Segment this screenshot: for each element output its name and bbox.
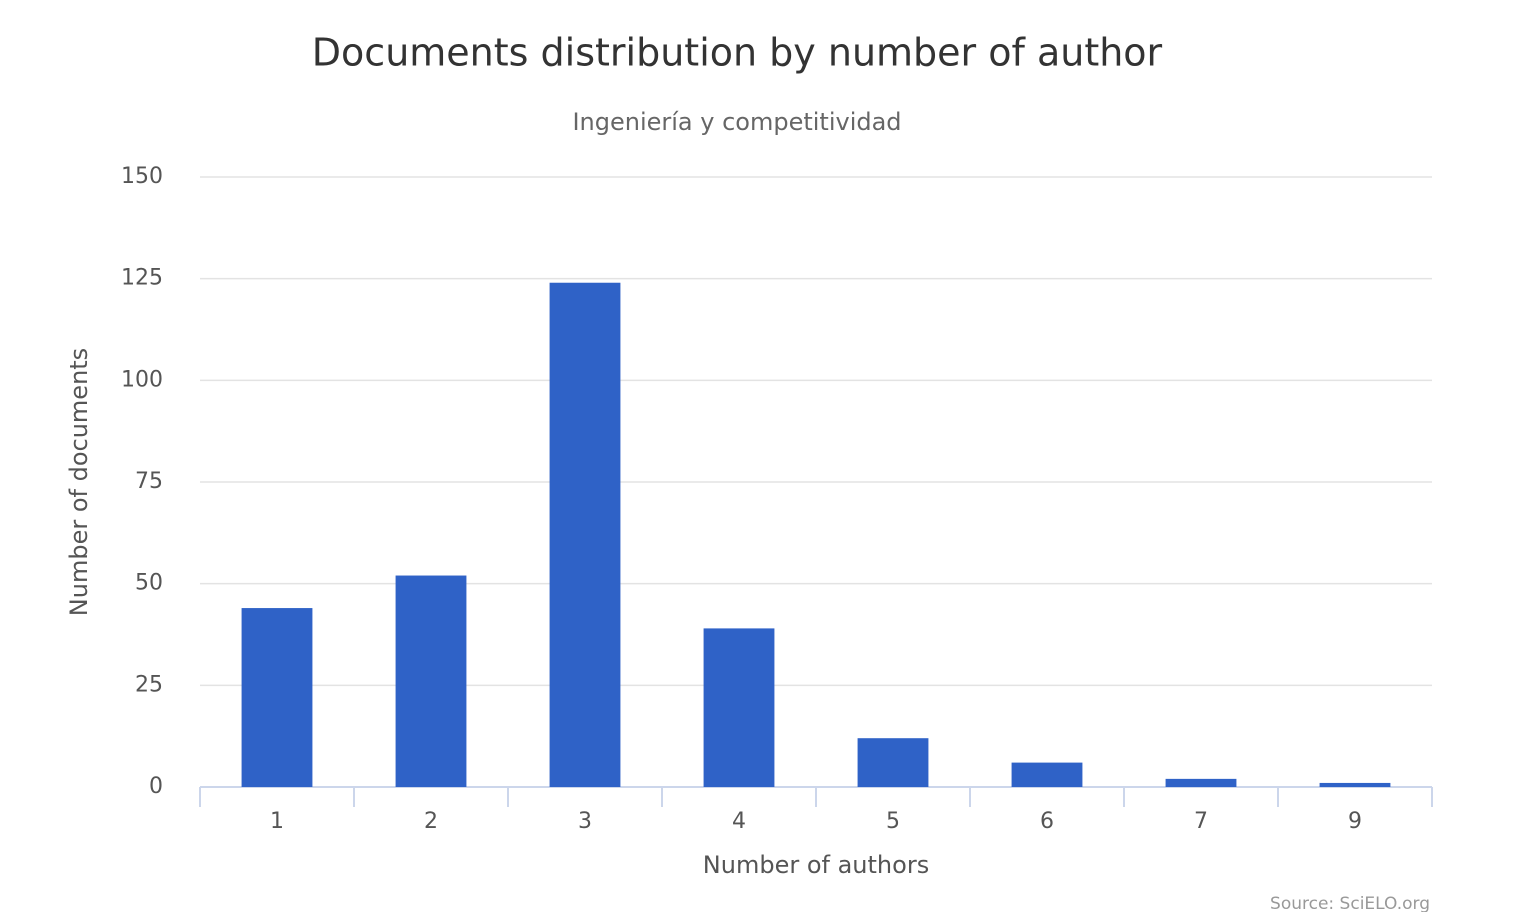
chart-title: Documents distribution by number of auth… — [312, 31, 1163, 75]
credit: Source: SciELO.org — [1270, 894, 1430, 912]
bar — [857, 738, 929, 787]
bar — [549, 282, 621, 787]
y-tick-label: 50 — [135, 571, 163, 596]
bar — [1165, 778, 1237, 787]
x-tick-label: 3 — [578, 809, 592, 834]
x-tick-label: 4 — [732, 809, 746, 834]
y-tick-label: 100 — [121, 367, 163, 392]
x-tick-label: 6 — [1040, 809, 1054, 834]
y-tick-label: 0 — [149, 774, 163, 799]
x-tick-label: 5 — [886, 809, 900, 834]
bar — [1319, 782, 1391, 787]
y-tick-label: 75 — [135, 469, 163, 494]
bar — [703, 628, 775, 787]
bar — [241, 608, 313, 787]
x-tick-label: 1 — [270, 809, 284, 834]
x-axis-title: Number of authors — [703, 851, 929, 879]
bar — [1011, 762, 1083, 787]
x-tick-label: 7 — [1194, 809, 1208, 834]
y-tick-label: 150 — [121, 164, 163, 189]
x-tick-label: 2 — [424, 809, 438, 834]
y-tick-label: 125 — [121, 266, 163, 291]
y-tick-label: 25 — [135, 672, 163, 697]
chart-subtitle: Ingeniería y competitividad — [572, 108, 901, 136]
x-tick-label: 9 — [1348, 809, 1362, 834]
y-axis-title: Number of documents — [65, 348, 93, 616]
bar — [395, 575, 467, 787]
